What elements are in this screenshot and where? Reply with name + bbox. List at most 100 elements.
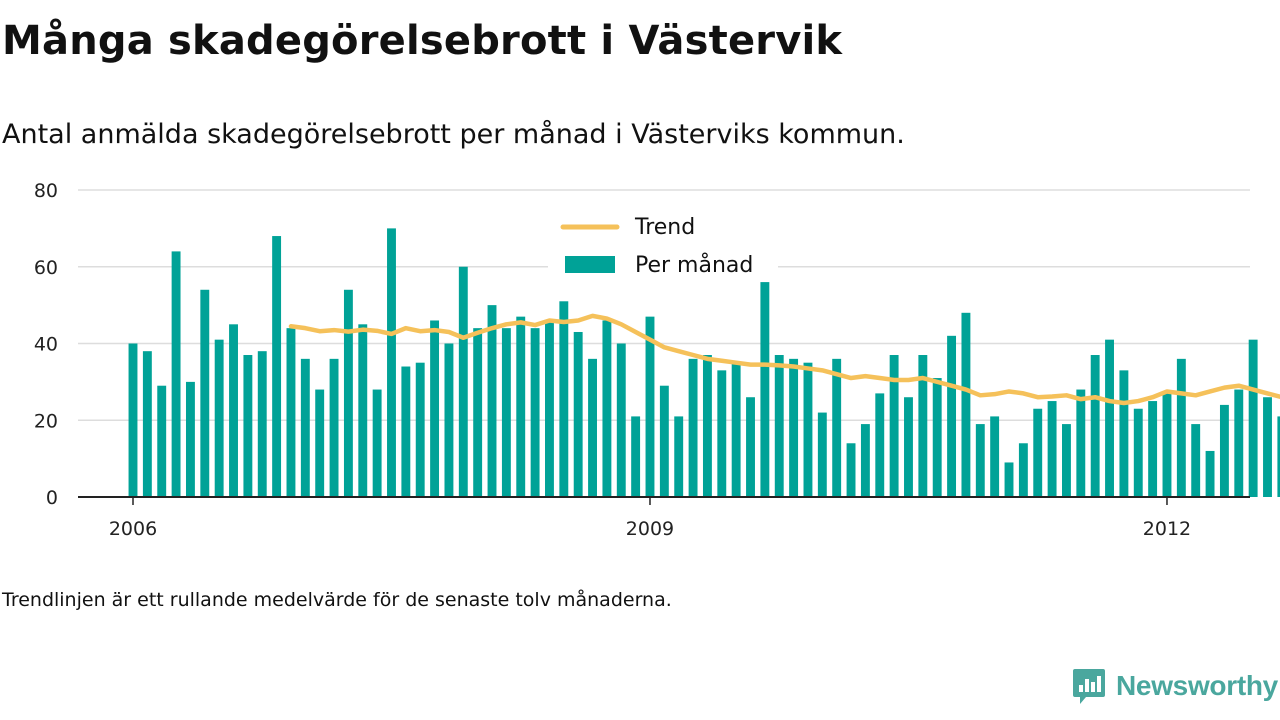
bar	[171, 251, 181, 497]
bar	[487, 305, 497, 498]
bar	[774, 355, 784, 497]
bar	[545, 320, 554, 497]
bar	[1162, 393, 1172, 497]
bar	[573, 331, 583, 497]
bar	[128, 343, 138, 497]
trend-line	[288, 313, 1280, 406]
bar	[157, 385, 167, 497]
bar	[1033, 408, 1043, 497]
bar	[875, 393, 885, 497]
bar	[990, 416, 1000, 497]
bar	[602, 320, 612, 497]
bar	[1062, 424, 1071, 497]
bar	[860, 424, 870, 497]
bar	[315, 389, 325, 497]
bar	[817, 412, 827, 497]
bar	[200, 289, 210, 497]
bar	[286, 328, 296, 497]
bar	[789, 358, 799, 497]
bar	[932, 378, 942, 497]
bar	[1176, 358, 1186, 497]
brand-name: Newsworthy	[1116, 670, 1278, 701]
x-tick-label: 2006	[109, 518, 157, 540]
bar	[1076, 389, 1086, 497]
bar	[415, 362, 425, 497]
bar	[760, 282, 770, 497]
bar	[1234, 389, 1244, 497]
bar	[918, 355, 928, 497]
bar	[501, 328, 511, 497]
legend-per-manad-label: Per månad	[635, 252, 753, 278]
bar	[947, 335, 957, 497]
bar	[746, 397, 755, 497]
bar	[387, 228, 396, 498]
bar	[1119, 370, 1129, 497]
bar	[1248, 339, 1258, 497]
chart-title: Många skadegörelsebrott i Västervik	[2, 18, 843, 64]
bar	[1263, 397, 1272, 497]
bar	[1148, 401, 1158, 497]
bar-series	[128, 228, 1280, 498]
y-tick-label: 80	[34, 180, 58, 202]
bar	[717, 370, 727, 497]
bar	[846, 443, 856, 497]
brand-logo[interactable]: Newsworthy	[1072, 664, 1280, 708]
legend-trend-label: Trend	[634, 215, 695, 240]
bar	[1277, 416, 1280, 497]
bar	[674, 416, 684, 497]
y-tick-label: 40	[34, 334, 58, 356]
bar	[372, 389, 382, 497]
bar	[444, 343, 454, 497]
newsworthy-logo-icon	[1073, 669, 1105, 704]
bar	[1191, 424, 1201, 497]
bar	[1205, 450, 1215, 497]
bar	[530, 328, 540, 497]
bar	[142, 351, 152, 497]
bar	[731, 362, 741, 497]
bar	[329, 358, 339, 497]
bar	[272, 236, 282, 498]
bar	[458, 266, 468, 497]
bar	[343, 289, 353, 497]
bar	[889, 355, 899, 497]
y-axis-ticks: 0 20 40 60 80	[34, 180, 58, 509]
y-tick-label: 60	[34, 257, 58, 279]
bar	[516, 316, 526, 497]
bar	[904, 397, 913, 497]
chart-subtitle: Antal anmälda skadegörelsebrott per måna…	[2, 119, 905, 150]
bar	[645, 316, 655, 497]
bar	[961, 312, 971, 497]
bar	[185, 381, 195, 498]
bar	[1105, 339, 1114, 497]
bar	[401, 366, 411, 497]
bar	[688, 358, 698, 497]
bar	[702, 355, 712, 497]
legend: Trend Per månad	[548, 206, 778, 282]
bar	[1133, 408, 1143, 497]
bar	[559, 301, 569, 497]
bar	[588, 358, 597, 497]
bar	[659, 385, 669, 497]
bar	[229, 324, 238, 497]
footnote: Trendlinjen är ett rullande medelvärde f…	[2, 589, 672, 611]
bar	[473, 328, 483, 497]
bar	[631, 416, 641, 497]
x-tick-label: 2012	[1143, 518, 1191, 540]
bar	[616, 343, 626, 497]
bar	[1004, 462, 1014, 497]
x-axis-ticks: 2006200920122015201820212024	[109, 497, 1191, 540]
bar	[358, 324, 368, 497]
x-tick-label: 2009	[626, 518, 674, 540]
bar	[214, 339, 224, 497]
bar	[975, 424, 985, 497]
bar	[1219, 404, 1229, 497]
bar	[803, 362, 813, 497]
bar	[1047, 401, 1057, 497]
bar	[1090, 355, 1100, 497]
bar	[257, 351, 267, 497]
bar	[300, 358, 310, 497]
bar	[1018, 443, 1028, 497]
bar	[832, 358, 842, 497]
bar	[430, 320, 440, 497]
y-tick-label: 0	[46, 487, 58, 509]
